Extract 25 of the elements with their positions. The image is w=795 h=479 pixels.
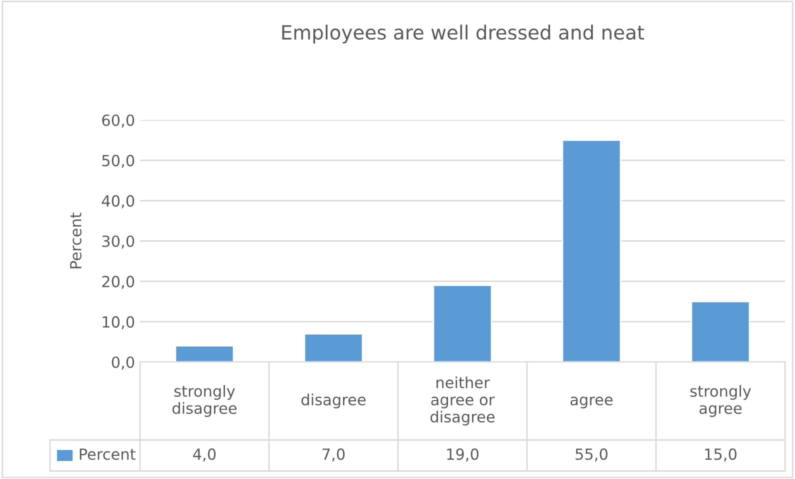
data-label: 55,0 [576,448,608,462]
data-label: 7,0 [322,448,345,462]
bar [432,284,492,362]
y-axis-title: Percent [70,212,82,268]
x-tick-label: disagree [301,394,366,408]
data-label: 19,0 [447,448,478,462]
y-tick-label: 40,0 [102,195,134,208]
y-tick-label: 0,0 [112,356,134,370]
x-tick-label: neither agree or disagree [430,376,495,426]
legend-label: Percent [80,448,136,460]
bar [690,300,750,362]
data-label: 15,0 [705,448,736,462]
y-tick-label: 60,0 [102,114,134,128]
bar [304,333,364,362]
data-label: 4,0 [193,448,216,462]
bar [174,345,234,362]
x-tick-label: strongly agree [690,385,751,417]
chart-title: Employees are well dressed and neat [282,24,644,44]
y-tick-label: 10,0 [102,316,134,330]
bar [562,139,622,362]
y-tick-label: 20,0 [102,276,134,289]
x-tick-label: strongly disagree [172,385,237,417]
y-tick-label: 50,0 [102,154,134,168]
y-tick-label: 30,0 [102,235,134,249]
x-tick-label: agree [570,396,613,408]
